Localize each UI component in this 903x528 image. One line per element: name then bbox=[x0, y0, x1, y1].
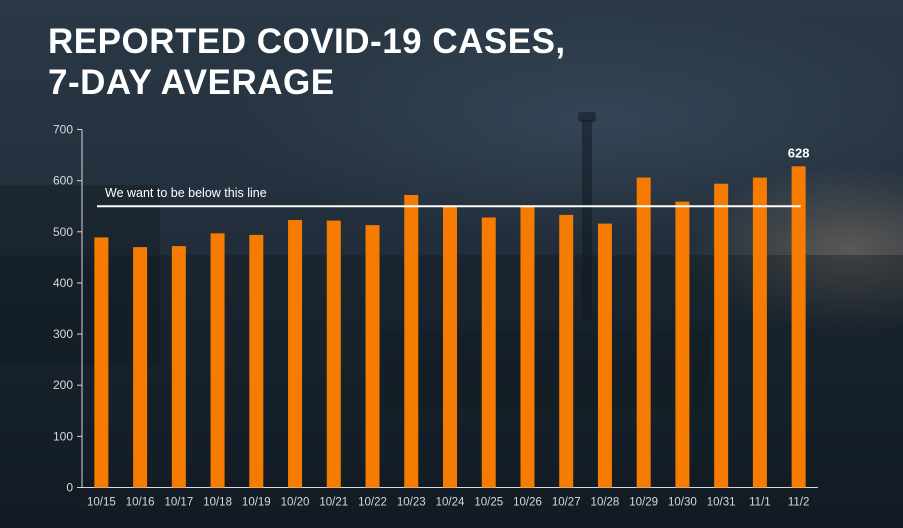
target-line-label: We want to be below this line bbox=[105, 186, 267, 200]
bar-10-22 bbox=[365, 225, 380, 488]
y-tick-label: 700 bbox=[53, 123, 73, 137]
x-tick-label: 10/20 bbox=[281, 497, 310, 509]
boat-silhouette bbox=[380, 330, 710, 410]
lamp-post bbox=[582, 120, 592, 320]
y-tick-label: 600 bbox=[53, 174, 73, 188]
y-tick-label: 100 bbox=[53, 429, 73, 443]
bar-10-16 bbox=[133, 247, 148, 488]
x-tick-label: 10/23 bbox=[397, 497, 426, 509]
x-tick-label: 10/26 bbox=[513, 497, 542, 509]
x-tick-label: 11/2 bbox=[788, 497, 810, 509]
x-tick-label: 10/24 bbox=[436, 497, 465, 509]
bar-10-29 bbox=[636, 177, 651, 488]
bar-10-24 bbox=[443, 205, 457, 488]
bar-10-18 bbox=[210, 233, 225, 488]
y-tick-label: 0 bbox=[66, 481, 73, 495]
x-tick-label: 10/17 bbox=[164, 497, 193, 509]
bar-10-21 bbox=[326, 220, 341, 488]
bar-10-25 bbox=[481, 217, 496, 488]
x-tick-label: 10/22 bbox=[358, 497, 387, 509]
bar-10-26 bbox=[520, 206, 535, 488]
data-label: 628 bbox=[788, 145, 810, 160]
x-tick-label: 10/16 bbox=[126, 497, 155, 509]
lamp-head bbox=[578, 112, 596, 122]
bar-10-15 bbox=[94, 237, 109, 488]
x-tick-label: 10/19 bbox=[242, 497, 271, 509]
bar-10-30 bbox=[675, 201, 690, 488]
bar-10-27 bbox=[559, 214, 574, 488]
x-tick-label: 10/28 bbox=[591, 497, 620, 509]
x-tick-label: 10/18 bbox=[203, 497, 232, 509]
bar-11-1 bbox=[752, 177, 767, 488]
bar-11-2 bbox=[791, 166, 806, 488]
bar-10-31 bbox=[714, 183, 729, 488]
x-tick-label: 10/21 bbox=[319, 497, 348, 509]
bar-10-28 bbox=[597, 223, 612, 488]
bar-10-20 bbox=[288, 220, 303, 488]
x-tick-label: 11/1 bbox=[749, 497, 771, 509]
chart-title-line-2: 7-DAY AVERAGE bbox=[48, 63, 335, 102]
x-tick-label: 10/30 bbox=[668, 497, 697, 509]
x-tick-label: 10/27 bbox=[552, 497, 581, 509]
x-tick-label: 10/29 bbox=[629, 497, 658, 509]
chart-title-line-1: REPORTED COVID-19 CASES, bbox=[48, 22, 566, 61]
x-tick-label: 10/25 bbox=[474, 497, 503, 509]
x-tick-label: 10/31 bbox=[707, 497, 736, 509]
bar-10-17 bbox=[171, 246, 186, 488]
y-tick-label: 300 bbox=[53, 327, 73, 341]
y-tick-label: 200 bbox=[53, 378, 73, 392]
x-tick-label: 10/15 bbox=[87, 497, 116, 509]
y-tick-label: 400 bbox=[53, 276, 73, 290]
y-tick-label: 500 bbox=[53, 225, 73, 239]
bar-10-23 bbox=[404, 194, 419, 488]
bar-10-19 bbox=[249, 234, 264, 488]
